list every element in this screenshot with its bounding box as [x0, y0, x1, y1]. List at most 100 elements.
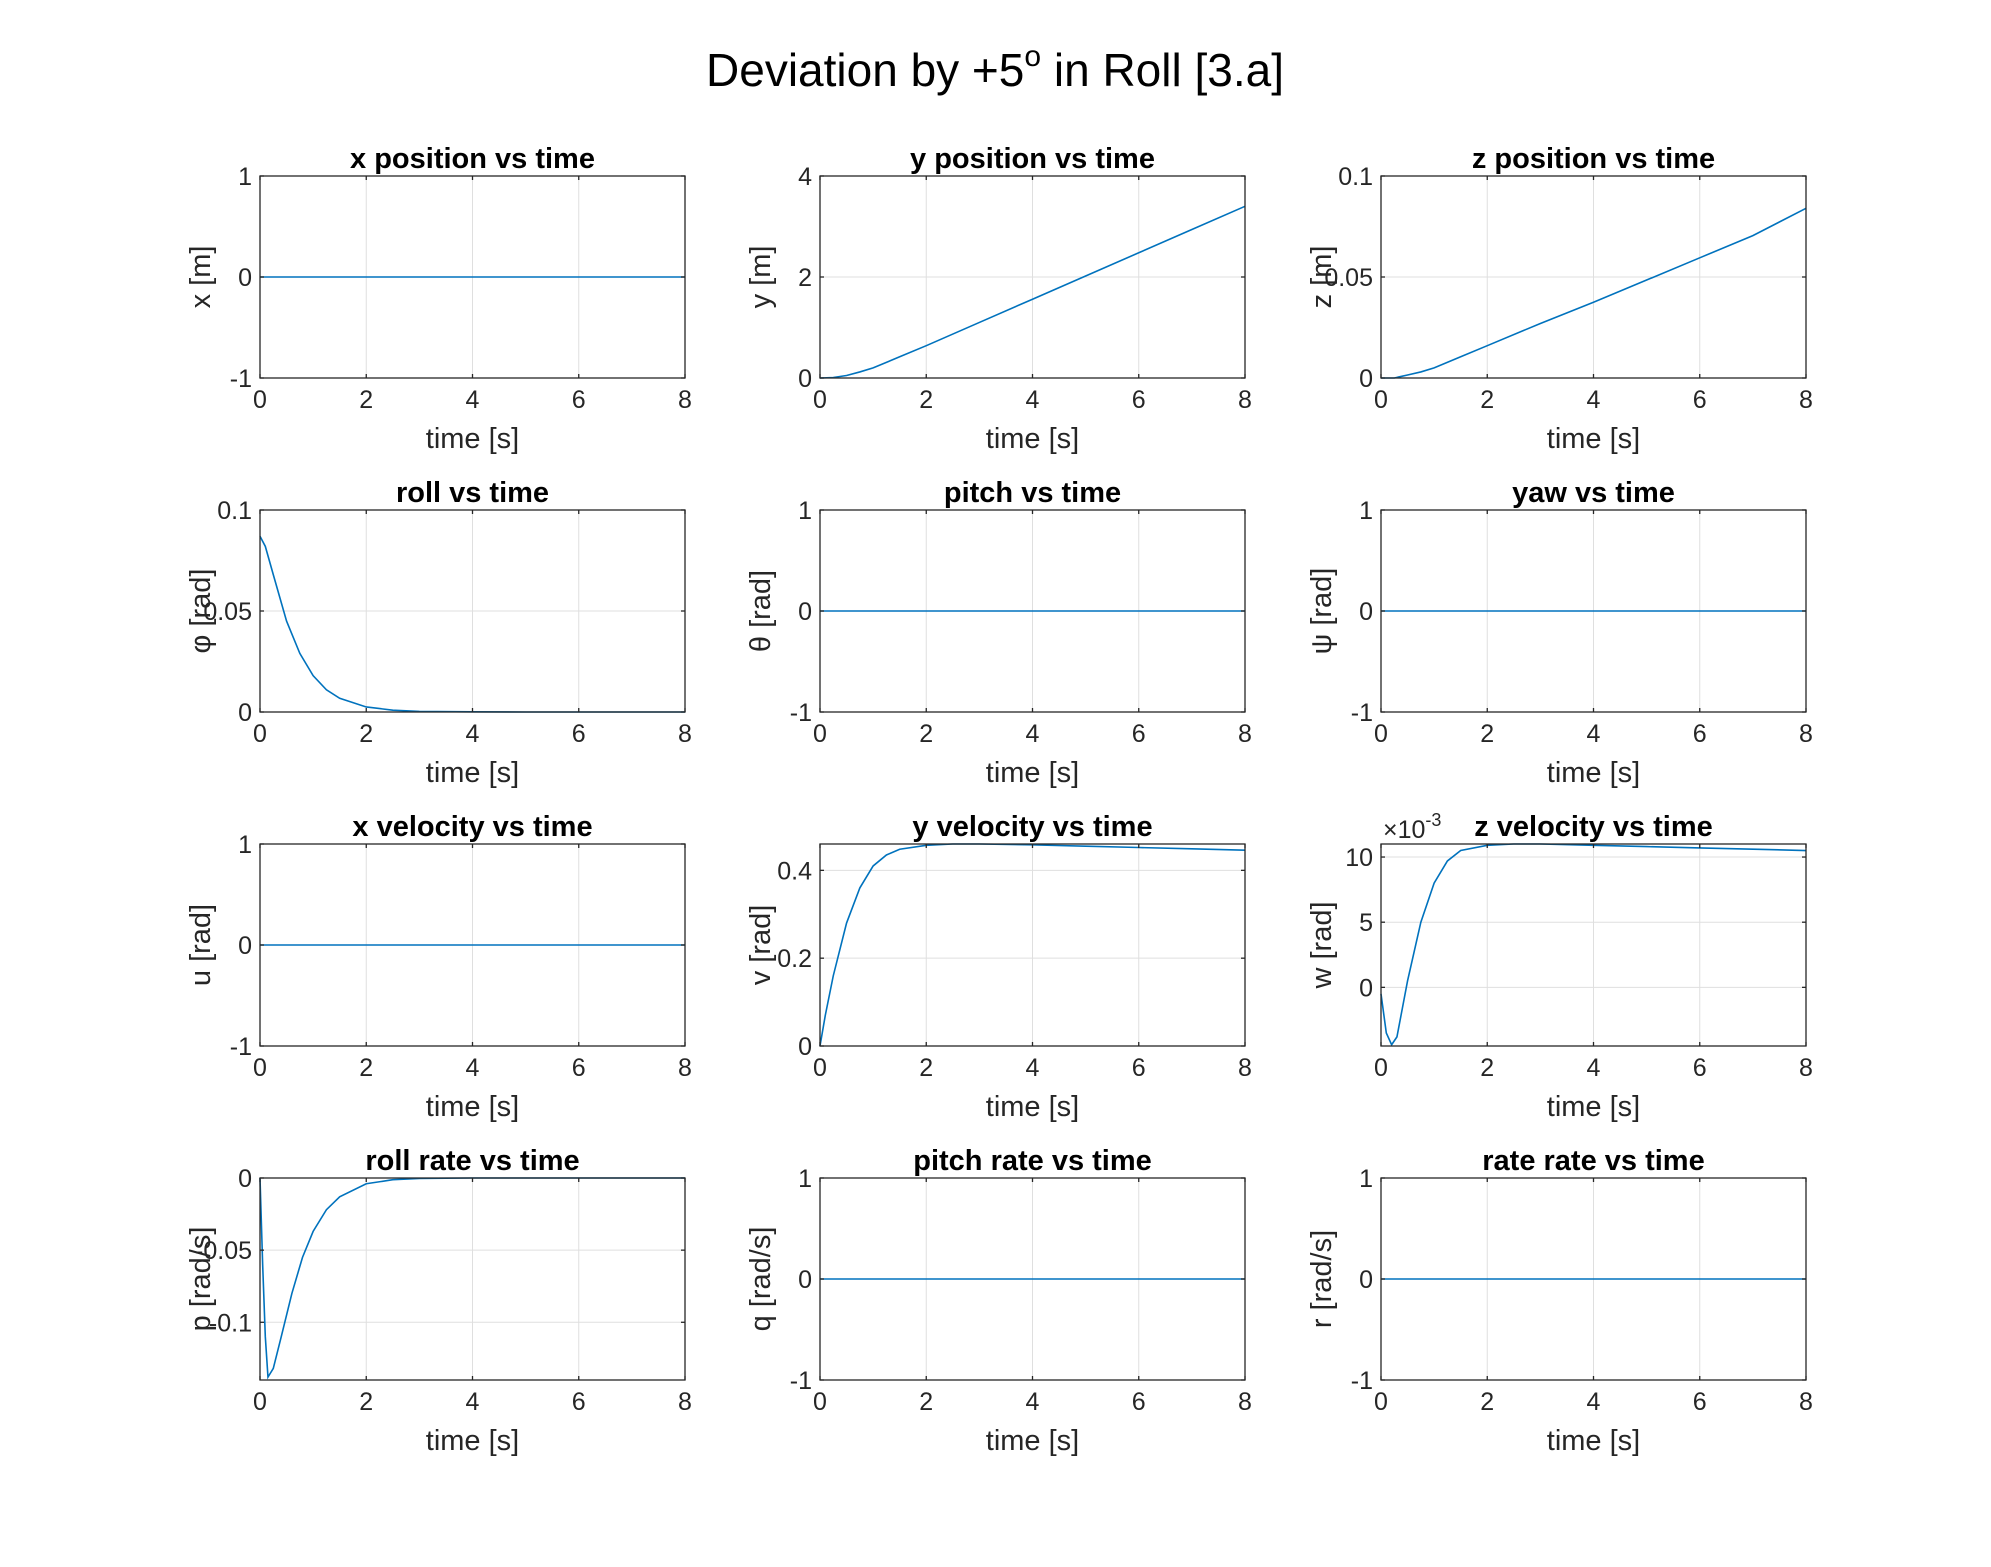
y-tick-label: 0.05 [203, 598, 252, 626]
x-tick-label: 0 [253, 720, 267, 748]
y-tick-label: 0 [798, 598, 812, 626]
y-axis-label: x [m] [185, 246, 217, 309]
y-tick-label: 1 [1359, 1165, 1373, 1193]
x-tick-label: 0 [813, 720, 827, 748]
x-tick-label: 0 [253, 1388, 267, 1416]
y-tick-label: 0 [1359, 598, 1373, 626]
y-tick-label: -1 [230, 365, 252, 393]
subplot-title: pitch vs time [944, 477, 1121, 509]
figure-title-rest: in Roll [3.a] [1041, 44, 1284, 96]
subplot-10: 0 2 4 6 8 -0.1 -0.05 0 roll rate vs time time [s]… [185, 1145, 692, 1457]
x-tick-label: 0 [1374, 1054, 1388, 1082]
x-tick-label: 2 [919, 720, 933, 748]
y-tick-label: 0 [1359, 1266, 1373, 1294]
y-tick-label: -0.05 [195, 1237, 252, 1265]
x-tick-label: 4 [1026, 1388, 1040, 1416]
series-line [1380, 843, 1807, 1047]
x-tick-label: 2 [359, 720, 373, 748]
x-tick-label: 0 [253, 386, 267, 414]
x-tick-label: 4 [1587, 1054, 1601, 1082]
y-axis-label: y [m] [745, 246, 777, 309]
x-tick-label: 8 [1799, 386, 1813, 414]
x-tick-label: 6 [1132, 386, 1146, 414]
y-tick-label: -1 [1351, 699, 1373, 727]
x-tick-label: 0 [1374, 720, 1388, 748]
x-tick-label: 2 [1480, 386, 1494, 414]
subplot-title: y position vs time [910, 143, 1155, 175]
x-tick-label: 2 [1480, 1054, 1494, 1082]
y-tick-label: 0.1 [1338, 163, 1373, 191]
y-tick-label: 0 [798, 1266, 812, 1294]
y-axis-label: p [rad/s] [185, 1227, 217, 1332]
y-tick-label: 1 [238, 163, 252, 191]
series-line [819, 843, 1246, 1047]
subplot-3: 0 2 4 6 8 0 0.05 0.1 z position vs time time [s] z… [1306, 143, 1813, 455]
y-tick-label: 2 [798, 264, 812, 292]
x-tick-label: 6 [1693, 1388, 1707, 1416]
x-tick-label: 8 [1238, 1388, 1252, 1416]
x-tick-label: 4 [466, 720, 480, 748]
x-tick-label: 2 [359, 1388, 373, 1416]
y-tick-label: 0 [238, 1165, 252, 1193]
series-line [819, 205, 1246, 379]
x-axis-label: time [s] [426, 1425, 519, 1457]
x-axis-label: time [s] [1547, 757, 1640, 789]
y-tick-label: -0.1 [209, 1309, 252, 1337]
y-tick-label: -1 [790, 1367, 812, 1395]
y-axis-label: θ [rad] [745, 570, 777, 652]
x-axis-label: time [s] [986, 423, 1079, 455]
subplot-title: rate rate vs time [1482, 1145, 1704, 1177]
y-tick-label: 0 [798, 1033, 812, 1061]
subplot-title: pitch rate vs time [913, 1145, 1152, 1177]
y-tick-label: -1 [790, 699, 812, 727]
subplot-title: x position vs time [350, 143, 595, 175]
x-tick-label: 6 [1693, 386, 1707, 414]
x-tick-label: 4 [1587, 720, 1601, 748]
y-tick-label: 1 [1359, 497, 1373, 525]
subplot-4: 0 2 4 6 8 0 0.05 0.1 roll vs time time [s] φ [rad] [185, 477, 692, 789]
y-axis-multiplier: ×10-3 [1383, 810, 1441, 844]
multiplier-exponent: -3 [1425, 810, 1441, 830]
x-tick-label: 0 [253, 1054, 267, 1082]
x-tick-label: 6 [1132, 1388, 1146, 1416]
y-tick-label: 5 [1359, 909, 1373, 937]
x-tick-label: 6 [572, 1054, 586, 1082]
x-tick-label: 6 [1693, 1054, 1707, 1082]
x-tick-label: 8 [678, 386, 692, 414]
series-line [1381, 207, 1807, 379]
x-tick-label: 8 [678, 1388, 692, 1416]
x-tick-label: 2 [919, 386, 933, 414]
y-axis-label: v [rad] [745, 905, 777, 986]
y-axis-label: ψ [rad] [1306, 568, 1338, 655]
x-tick-label: 4 [466, 386, 480, 414]
x-tick-label: 4 [1587, 1388, 1601, 1416]
y-axis-label: z [m] [1306, 246, 1338, 309]
subplot-title: z position vs time [1472, 143, 1715, 175]
x-tick-label: 4 [466, 1054, 480, 1082]
x-tick-label: 8 [678, 720, 692, 748]
y-axis-label: q [rad/s] [745, 1227, 777, 1332]
x-tick-label: 8 [1799, 1388, 1813, 1416]
series-line [259, 1177, 685, 1380]
x-tick-label: 8 [1238, 720, 1252, 748]
x-axis-label: time [s] [1547, 1425, 1640, 1457]
x-tick-label: 4 [1026, 1054, 1040, 1082]
subplot-title: yaw vs time [1512, 477, 1675, 509]
x-tick-label: 8 [678, 1054, 692, 1082]
x-axis-label: time [s] [986, 757, 1079, 789]
y-tick-label: 10 [1345, 844, 1373, 872]
y-tick-label: 0 [238, 932, 252, 960]
y-tick-label: 0 [798, 365, 812, 393]
subplot-title: roll rate vs time [365, 1145, 579, 1177]
x-axis-label: time [s] [986, 1425, 1079, 1457]
x-axis-label: time [s] [426, 1091, 519, 1123]
x-tick-label: 0 [813, 386, 827, 414]
y-tick-label: 0.1 [217, 497, 252, 525]
y-tick-label: 0.4 [777, 857, 812, 885]
x-tick-label: 8 [1799, 720, 1813, 748]
subplot-title: roll vs time [396, 477, 549, 509]
